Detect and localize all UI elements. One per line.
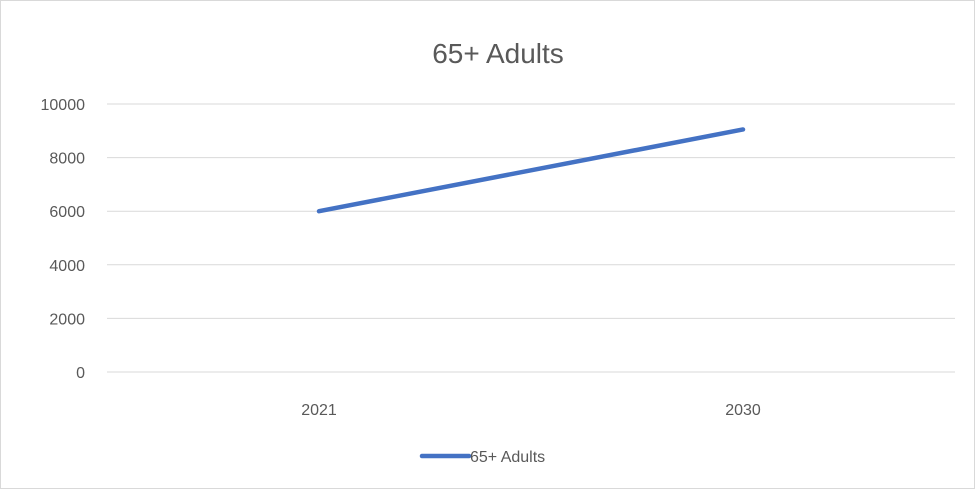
y-tick-label: 4000: [49, 258, 85, 275]
y-tick-label: 0: [76, 365, 85, 382]
y-tick-label: 6000: [49, 204, 85, 221]
gridlines: [107, 104, 955, 372]
y-tick-label: 2000: [49, 311, 85, 328]
x-tick-label: 2030: [725, 402, 761, 419]
y-tick-label: 8000: [49, 151, 85, 168]
y-axis-ticks: 0 2000 4000 6000 8000 10000: [41, 97, 86, 382]
legend: 65+ Adults: [422, 449, 545, 466]
series-layer: [319, 129, 743, 211]
y-tick-label: 10000: [41, 97, 86, 114]
chart-title: 65+ Adults: [432, 38, 564, 69]
series-line: [319, 129, 743, 211]
legend-label: 65+ Adults: [470, 449, 545, 466]
x-axis-ticks: 2021 2030: [301, 402, 761, 419]
x-tick-label: 2021: [301, 402, 337, 419]
